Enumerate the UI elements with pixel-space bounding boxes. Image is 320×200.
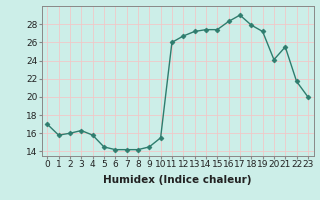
X-axis label: Humidex (Indice chaleur): Humidex (Indice chaleur) — [103, 175, 252, 185]
